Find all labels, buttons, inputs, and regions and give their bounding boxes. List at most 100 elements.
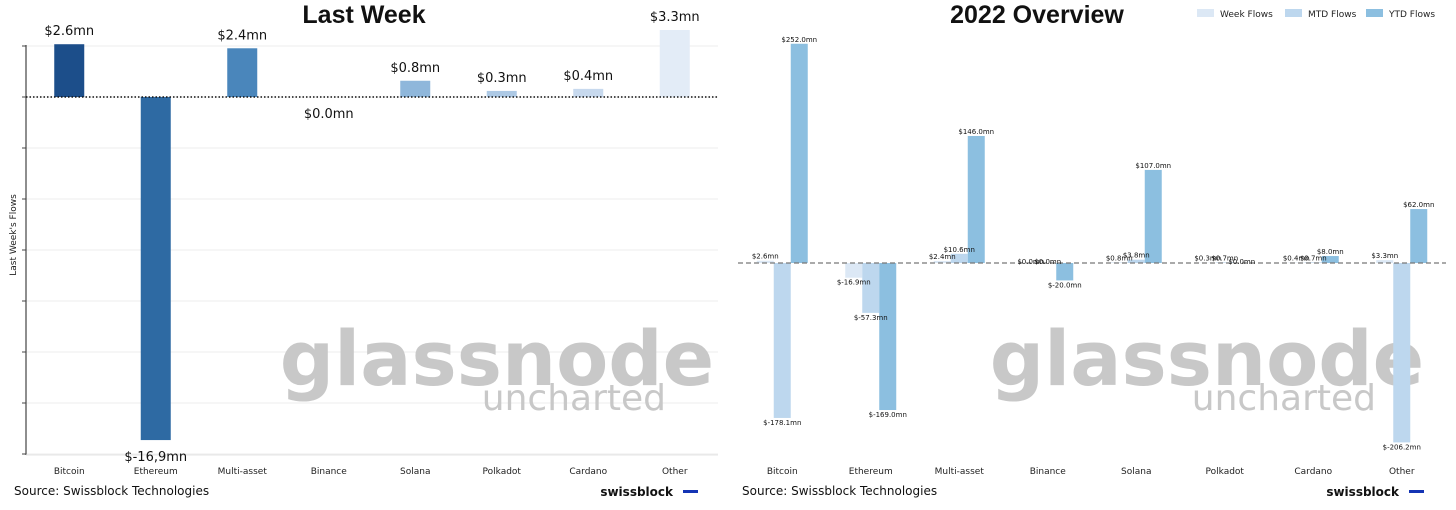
data-label: $252.0mn [781, 36, 817, 44]
x-tick-label: Multi-asset [218, 467, 268, 477]
bar-multi-asset-2 [967, 135, 985, 263]
data-label: $0.4mn [563, 69, 613, 84]
last-week-chart: Last Week Last Week's Flows glassnode un… [9, 1, 718, 499]
bar-polkadot [486, 90, 517, 97]
data-label: $-20.0mn [1048, 281, 1082, 289]
x-tick-label: Other [662, 467, 688, 477]
right-bars [756, 43, 1428, 443]
legend-label-ytd: YTD Flows [1388, 10, 1435, 20]
watermark-glassnode: glassnode [280, 314, 714, 403]
left-brand-logo-mark [683, 490, 698, 493]
x-tick-label: Polkadot [483, 467, 522, 477]
bar-ethereum-0 [845, 263, 863, 278]
bar-solana-0 [1110, 262, 1128, 263]
legend-label-mtd: MTD Flows [1308, 10, 1357, 20]
watermark-uncharted: uncharted [482, 378, 666, 419]
x-tick-label: Solana [1121, 467, 1151, 477]
data-label: $2.4mn [217, 28, 267, 43]
bar-other-0 [1376, 260, 1394, 263]
right-source: Source: Swissblock Technologies [742, 484, 937, 498]
right-data-labels: $2.6mn $-178.1mn $252.0mn $-16.9mn $-57.3mn $… [752, 36, 1435, 452]
data-label: $2.6mn [44, 24, 94, 39]
left-bars: $2.6mn $-16,9mn $2.4mn $0.0mn $0.8mn $0.3mn $0… [44, 10, 699, 465]
left-watermark: glassnode uncharted [280, 314, 714, 419]
legend-label-week: Week Flows [1220, 10, 1273, 20]
data-label: $-16.9mn [837, 279, 871, 287]
data-label: $-16,9mn [124, 450, 187, 465]
bar-ethereum-2 [879, 263, 897, 411]
data-label: $-206.2mn [1383, 443, 1421, 451]
bar-multi-asset [227, 48, 258, 97]
right-x-tick-labels: Bitcoin Ethereum Multi-asset Binance Solana P… [767, 467, 1415, 477]
watermark-glassnode: glassnode [990, 314, 1424, 403]
data-label: $0.0mn [304, 107, 354, 122]
bar-bitcoin-0 [756, 260, 774, 263]
data-label: $2.4mn [929, 253, 956, 261]
bar-multi-asset-1 [950, 253, 968, 263]
data-label: $0.4mn [1283, 255, 1310, 263]
bar-other-1 [1393, 263, 1411, 443]
legend-swatch-ytd [1366, 9, 1383, 17]
left-source: Source: Swissblock Technologies [14, 484, 209, 498]
bar-ethereum [140, 97, 171, 441]
left-y-axis-label: Last Week's Flows [9, 194, 19, 276]
data-label: $3.8mn [1123, 252, 1150, 260]
x-tick-label: Other [1389, 467, 1415, 477]
data-label: $-57.3mn [854, 314, 888, 322]
left-brand-name: swissblock [600, 485, 674, 499]
left-chart-title: Last Week [302, 1, 425, 29]
x-tick-label: Ethereum [849, 467, 893, 477]
data-label: $0.0mn [1034, 258, 1061, 266]
left-y-ticks [22, 45, 26, 455]
data-label: $0.7mn [1300, 254, 1327, 262]
data-label: $10.6mn [944, 246, 975, 254]
bar-cardano-2 [1321, 256, 1339, 263]
legend-swatch-week [1197, 9, 1214, 17]
data-label: $3.3mn [1371, 252, 1398, 260]
data-label: $146.0mn [958, 128, 994, 136]
data-label: $-169.0mn [869, 411, 907, 419]
bar-cardano [573, 88, 604, 97]
legend: Week Flows MTD Flows YTD Flows [1197, 9, 1435, 20]
bar-ethereum-1 [862, 263, 880, 313]
right-brand-name: swissblock [1326, 485, 1400, 499]
x-tick-label: Solana [400, 467, 430, 477]
data-label: $8.0mn [1317, 248, 1344, 256]
data-label: $0.8mn [390, 61, 440, 76]
right-watermark: glassnode uncharted [990, 314, 1424, 419]
legend-swatch-mtd [1285, 9, 1302, 17]
bar-cardano-1 [1304, 262, 1322, 263]
data-label: $0.0mn [1017, 258, 1044, 266]
x-tick-label: Binance [311, 467, 348, 477]
x-tick-label: Cardano [569, 467, 607, 477]
x-tick-label: Polkadot [1206, 467, 1245, 477]
right-chart-title: 2022 Overview [950, 1, 1124, 29]
x-tick-label: Binance [1030, 467, 1067, 477]
left-x-tick-labels: Bitcoin Ethereum Multi-asset Binance Solana P… [54, 467, 688, 477]
bar-solana [400, 80, 431, 97]
data-label: $62.0mn [1403, 201, 1434, 209]
overview-chart: 2022 Overview Week Flows MTD Flows YTD F… [738, 1, 1446, 499]
x-tick-label: Bitcoin [54, 467, 85, 477]
bar-polkadot-1 [1216, 262, 1234, 263]
x-tick-label: Cardano [1294, 467, 1332, 477]
watermark-uncharted: uncharted [1192, 378, 1376, 419]
x-tick-label: Bitcoin [767, 467, 798, 477]
data-label: $0.3mn [477, 71, 527, 86]
data-label: $107.0mn [1135, 162, 1171, 170]
bar-bitcoin-2 [790, 43, 808, 264]
data-label: $3.3mn [650, 10, 700, 25]
bar-multi-asset-0 [933, 260, 951, 263]
data-label: $-178.1mn [763, 419, 801, 427]
bar-other-2 [1410, 209, 1428, 263]
bar-other [659, 30, 690, 97]
bar-solana-1 [1127, 259, 1145, 263]
right-brand-logo-mark [1409, 490, 1424, 493]
bar-bitcoin [54, 44, 85, 97]
data-label: $0.0mn [1228, 258, 1255, 266]
data-label: $0.7mn [1211, 254, 1238, 262]
data-label: $2.6mn [752, 253, 779, 261]
bar-bitcoin-1 [773, 263, 791, 418]
data-label: $0.8mn [1106, 254, 1133, 262]
